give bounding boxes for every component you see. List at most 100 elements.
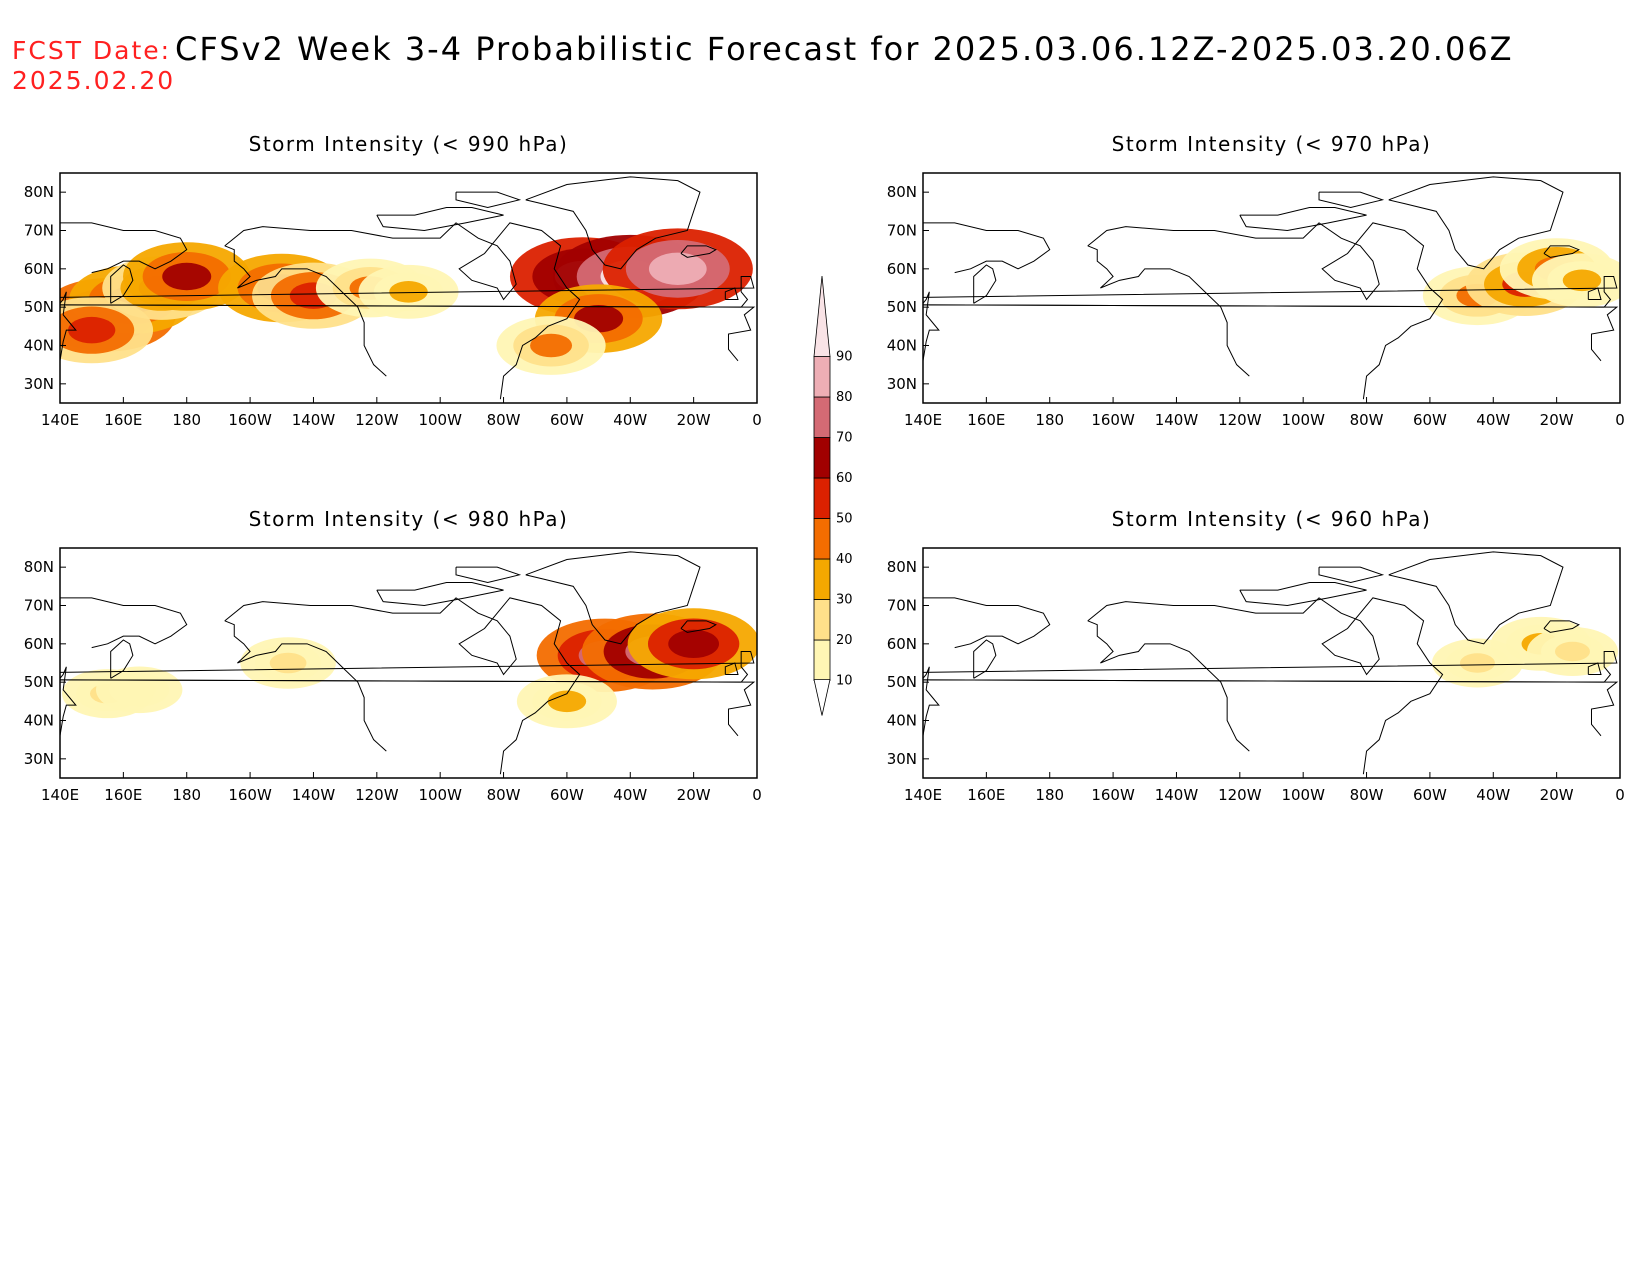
- lon-tick-label: 140E: [904, 786, 942, 804]
- coastline: [1087, 245, 1250, 377]
- probability-area: [162, 262, 212, 291]
- forecast-date-label: FCST Date:: [12, 36, 172, 65]
- lon-tick-label: 140W: [292, 411, 336, 429]
- map-frame: [922, 547, 1621, 779]
- panel-title: Storm Intensity (< 980 hPa): [249, 507, 569, 531]
- lon-tick-label: 160E: [104, 786, 142, 804]
- lon-tick-label: 100W: [418, 786, 462, 804]
- coastline: [1543, 620, 1580, 633]
- map-frame: [59, 547, 758, 779]
- coastline: [455, 566, 522, 584]
- lon-tick-label: 80W: [1350, 411, 1384, 429]
- coastline: [60, 276, 755, 308]
- map-panel: Storm Intensity (< 970 hPa) 140E 160E 180 16…: [887, 132, 1625, 429]
- lon-tick-label: 40W: [1476, 411, 1510, 429]
- map-panel: Storm Intensity (< 960 hPa) 140E 160E 180 16…: [887, 507, 1625, 804]
- lon-tick-label: 80W: [487, 786, 521, 804]
- lat-tick-label: 30N: [887, 375, 917, 393]
- panel-title: Storm Intensity (< 990 hPa): [249, 132, 569, 156]
- lon-tick-label: 20W: [1540, 411, 1574, 429]
- lon-tick-label: 0: [1615, 411, 1625, 429]
- coastline: [1318, 191, 1385, 209]
- lon-tick-label: 20W: [1540, 786, 1574, 804]
- lon-tick-label: 20W: [677, 411, 711, 429]
- lon-tick-label: 60W: [1413, 411, 1447, 429]
- plot-area: [923, 173, 1620, 403]
- lon-tick-label: 180: [172, 786, 201, 804]
- lon-tick-label: 0: [1615, 786, 1625, 804]
- panel-title: Storm Intensity (< 960 hPa): [1112, 507, 1432, 531]
- lat-tick-label: 30N: [24, 750, 54, 768]
- lat-tick-label: 60N: [887, 635, 917, 653]
- probability-area: [1562, 269, 1602, 292]
- colorbar-swatch: [813, 437, 831, 479]
- lat-tick-label: 50N: [887, 298, 917, 316]
- lon-tick-label: 40W: [613, 411, 647, 429]
- lon-tick-label: 160E: [967, 411, 1005, 429]
- coastline: [455, 191, 522, 209]
- coastline: [60, 222, 188, 274]
- lat-tick-label: 50N: [24, 673, 54, 691]
- lat-tick-label: 40N: [887, 337, 917, 355]
- plot-area: [60, 173, 757, 403]
- probability-area: [668, 629, 720, 659]
- lon-tick-label: 180: [1035, 786, 1064, 804]
- lat-tick-label: 70N: [24, 222, 54, 240]
- coastline: [110, 639, 134, 679]
- colorbar-label: 20: [836, 633, 853, 648]
- coastline: [1087, 222, 1444, 400]
- coastline: [1239, 207, 1367, 232]
- lon-tick-label: 0: [752, 411, 762, 429]
- coastline: [224, 245, 387, 377]
- coastline: [1087, 620, 1250, 752]
- lat-tick-label: 80N: [24, 558, 54, 576]
- map-panel: Storm Intensity (< 990 hPa) 140E 160E 180 16…: [24, 132, 762, 429]
- coastline: [680, 245, 717, 258]
- lon-tick-label: 140W: [292, 786, 336, 804]
- lon-tick-label: 60W: [550, 411, 584, 429]
- lon-tick-label: 60W: [1413, 786, 1447, 804]
- coastline: [923, 666, 940, 736]
- probability-area: [269, 652, 307, 674]
- lon-tick-label: 40W: [1476, 786, 1510, 804]
- forecast-date-value: 2025.02.20: [12, 66, 176, 95]
- colorbar-label: 60: [836, 471, 853, 486]
- coastline: [376, 582, 504, 607]
- lat-tick-label: 40N: [24, 337, 54, 355]
- coastline: [110, 264, 134, 304]
- coastline: [923, 679, 1619, 737]
- coastline: [680, 620, 717, 633]
- colorbar-arrow-bottom: [813, 679, 831, 716]
- coastline: [1087, 597, 1444, 775]
- plot-area: [923, 548, 1620, 778]
- coastline: [1239, 582, 1367, 607]
- colorbar-swatch: [813, 356, 831, 398]
- plot-area: [60, 548, 757, 778]
- lat-tick-label: 80N: [887, 558, 917, 576]
- coastline: [60, 651, 755, 683]
- colorbar-swatch: [813, 518, 831, 560]
- lat-tick-label: 40N: [887, 712, 917, 730]
- probability-area: [389, 281, 428, 303]
- coastline: [923, 597, 1051, 649]
- lon-tick-label: 160W: [1091, 786, 1135, 804]
- lon-tick-label: 60W: [550, 786, 584, 804]
- lon-tick-label: 160W: [228, 786, 272, 804]
- coastline: [1543, 245, 1580, 258]
- colorbar-swatch: [813, 477, 831, 519]
- lon-tick-label: 20W: [677, 786, 711, 804]
- probability-area: [1459, 653, 1495, 673]
- lat-tick-label: 60N: [887, 260, 917, 278]
- probability-area: [530, 333, 573, 358]
- lon-tick-label: 180: [1035, 411, 1064, 429]
- coastline: [376, 207, 504, 232]
- lat-tick-label: 80N: [887, 183, 917, 201]
- lon-tick-label: 140W: [1155, 411, 1199, 429]
- probability-area: [547, 690, 587, 713]
- coastline: [60, 304, 756, 362]
- probability-area: [122, 680, 156, 700]
- lon-tick-label: 160W: [1091, 411, 1135, 429]
- probability-area: [68, 316, 116, 344]
- lon-tick-label: 0: [752, 786, 762, 804]
